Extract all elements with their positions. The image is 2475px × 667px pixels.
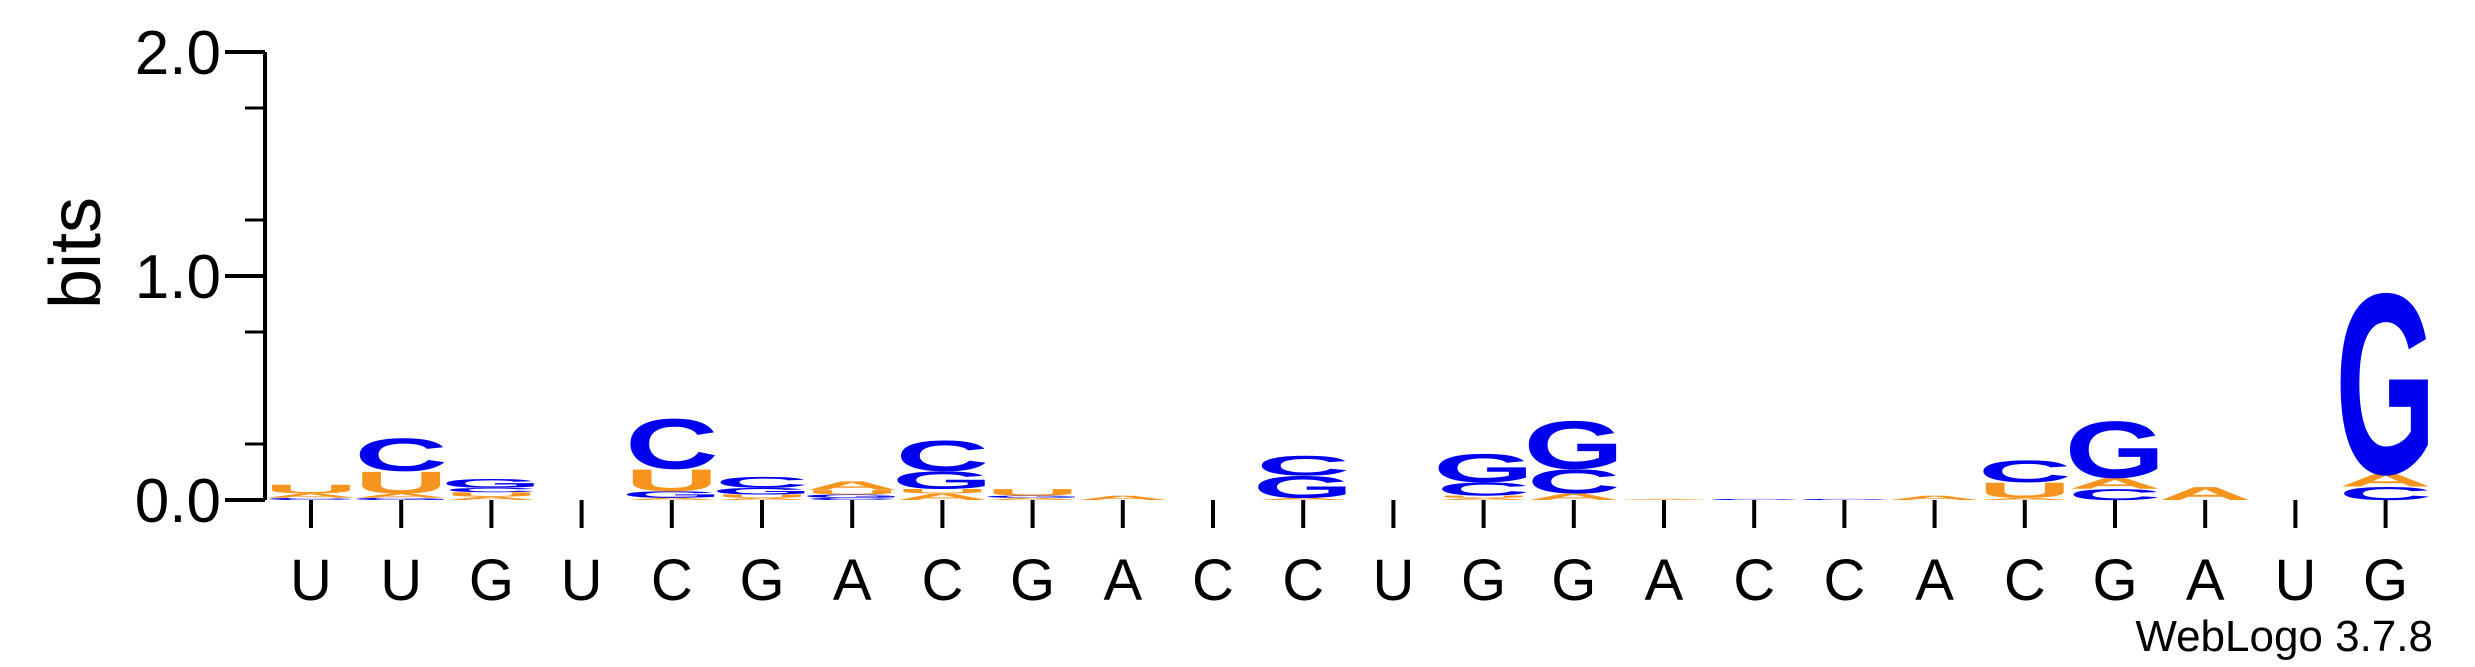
x-tick-label: A xyxy=(1103,548,1142,613)
logo-letter-g: G xyxy=(2335,240,2436,528)
x-tick-label: C xyxy=(2004,548,2046,613)
x-tick-label: G xyxy=(2092,548,2137,613)
x-tick-label: U xyxy=(1372,548,1414,613)
x-tick-label: G xyxy=(1010,548,1055,613)
logo-letter-g: G xyxy=(1523,406,1624,483)
x-tick-label: U xyxy=(290,548,332,613)
x-tick-label: C xyxy=(651,548,693,613)
x-tick-label: C xyxy=(1733,548,1775,613)
x-tick-label: G xyxy=(739,548,784,613)
logo-letter-a: A xyxy=(805,479,898,493)
x-tick-label: U xyxy=(2274,548,2316,613)
x-tick-label: G xyxy=(469,548,514,613)
x-tick-label: A xyxy=(2186,548,2225,613)
y-tick-label: 1.0 xyxy=(135,243,221,312)
logo-letter-g: G xyxy=(1433,446,1534,491)
logo-letter-c: C xyxy=(1978,454,2071,489)
logo-letter-c: C xyxy=(625,404,718,484)
logo-letter-c: C xyxy=(715,474,808,491)
logo-letter-c: C xyxy=(354,429,447,481)
logo-letter-u: U xyxy=(264,482,357,496)
x-tick-label: C xyxy=(921,548,963,613)
x-tick-label: U xyxy=(380,548,422,613)
x-tick-label: A xyxy=(833,548,872,613)
logo-letter-c: C xyxy=(896,432,989,480)
x-tick-label: C xyxy=(1823,548,1865,613)
x-tick-label: G xyxy=(1461,548,1506,613)
y-tick-label: 2.0 xyxy=(135,19,221,88)
y-tick-label: 0.0 xyxy=(135,467,221,536)
x-tick-label: G xyxy=(2363,548,2408,613)
x-tick-label: G xyxy=(1551,548,1596,613)
weblogo-credit: WebLogo 3.7.8 xyxy=(2135,612,2433,661)
logo-letter-u: U xyxy=(986,487,1079,497)
logo-letter-g: G xyxy=(2065,404,2166,495)
logo-letter-c: C xyxy=(1256,450,1349,481)
x-tick-label: U xyxy=(561,548,603,613)
x-tick-label: A xyxy=(1915,548,1954,613)
x-tick-label: C xyxy=(1282,548,1324,613)
logo-letter-g: G xyxy=(441,477,542,491)
x-tick-label: C xyxy=(1192,548,1234,613)
x-tick-label: A xyxy=(1645,548,1684,613)
y-axis-label: bits xyxy=(36,197,116,309)
